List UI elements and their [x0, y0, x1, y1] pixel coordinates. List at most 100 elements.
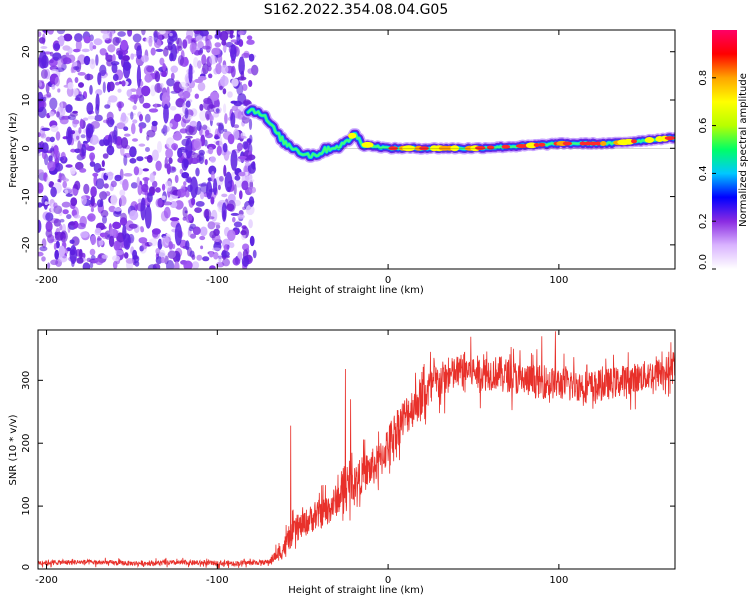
- noise-blob: [207, 34, 213, 40]
- noise-blob: [167, 250, 177, 259]
- ridge-hotspot: [579, 141, 586, 146]
- noise-blob: [241, 180, 249, 191]
- noise-blob: [41, 127, 50, 131]
- noise-blob: [99, 48, 107, 56]
- noise-blob: [49, 59, 54, 64]
- noise-blob: [64, 189, 69, 195]
- snr-panel: -200 -100 0 100 0 100 200 300 Height of straigh…: [8, 329, 676, 596]
- noise-blob: [83, 36, 91, 44]
- spectrogram-frame: [37, 29, 676, 270]
- noise-blob: [175, 253, 181, 262]
- noise-blob: [80, 231, 89, 238]
- noise-streak: [170, 43, 177, 62]
- noise-blob: [66, 214, 72, 220]
- noise-blob: [184, 107, 189, 119]
- noise-blob: [219, 136, 223, 149]
- noise-blob: [136, 176, 140, 188]
- noise-blob: [68, 221, 76, 226]
- noise-blob: [95, 178, 105, 190]
- noise-blob: [65, 193, 73, 197]
- noise-blob: [119, 115, 129, 125]
- noise-blob: [194, 207, 203, 214]
- noise-blob: [116, 122, 126, 130]
- noise-blob: [110, 180, 117, 188]
- noise-blob: [106, 145, 115, 156]
- noise-blob: [182, 39, 188, 49]
- noise-streak: [107, 134, 113, 149]
- noise-blob: [38, 169, 44, 175]
- noise-blob: [47, 30, 54, 35]
- noise-blob: [120, 39, 128, 51]
- noise-blob: [211, 222, 221, 226]
- noise-streak: [206, 181, 213, 200]
- noise-blob: [248, 53, 255, 62]
- noise-blob: [168, 157, 173, 164]
- noise-blob: [241, 52, 251, 59]
- noise-blob: [236, 142, 243, 152]
- noise-blob: [49, 97, 58, 110]
- noise-blob: [219, 75, 229, 87]
- noise-blob: [248, 186, 257, 194]
- noise-blob: [213, 251, 219, 260]
- noise-blob: [130, 111, 134, 120]
- noise-blob: [166, 78, 176, 87]
- noise-blob: [57, 156, 65, 161]
- noise-blob: [109, 119, 115, 125]
- noise-blob: [44, 201, 48, 206]
- noise-blob: [112, 221, 122, 230]
- noise-blob: [123, 126, 129, 131]
- noise-streak: [136, 64, 141, 88]
- noise-blob: [177, 55, 185, 66]
- noise-blob: [72, 66, 80, 71]
- noise-blob: [182, 90, 191, 99]
- noise-blob: [197, 49, 203, 56]
- noise-blob: [183, 181, 187, 187]
- noise-blob: [116, 143, 123, 149]
- noise-blob: [101, 254, 108, 259]
- noise-blob: [113, 240, 121, 251]
- noise-blob: [155, 48, 164, 53]
- noise-blob: [198, 183, 207, 187]
- noise-blob: [190, 157, 199, 164]
- noise-blob: [222, 142, 228, 153]
- noise-blob: [207, 216, 215, 220]
- noise-blob: [147, 192, 153, 203]
- noise-blob: [73, 61, 78, 67]
- noise-blob: [82, 117, 89, 121]
- noise-blob: [162, 124, 168, 136]
- noise-blob: [197, 60, 202, 69]
- noise-blob: [184, 190, 190, 198]
- noise-blob: [150, 47, 156, 56]
- noise-blob: [89, 134, 99, 145]
- y-tick-label: 200: [21, 434, 32, 453]
- ridge-hotspot: [533, 143, 540, 147]
- noise-blob: [202, 124, 208, 131]
- noise-blob: [129, 146, 137, 158]
- noise-blob: [94, 257, 101, 262]
- noise-blob: [207, 65, 212, 72]
- noise-blob: [230, 212, 240, 216]
- noise-blob: [75, 161, 84, 171]
- noise-blob: [79, 118, 84, 129]
- noise-blob: [133, 166, 140, 176]
- noise-blob: [95, 89, 103, 96]
- noise-blob: [99, 64, 107, 77]
- noise-blob: [83, 183, 90, 195]
- noise-blob: [87, 213, 96, 222]
- noise-blob: [196, 254, 203, 261]
- noise-blob: [185, 135, 193, 139]
- noise-blob: [69, 111, 78, 117]
- y-tick-label: 100: [21, 497, 32, 516]
- noise-blob: [195, 167, 200, 177]
- noise-blob: [40, 133, 47, 139]
- noise-blob: [169, 217, 180, 222]
- noise-blob: [248, 118, 253, 130]
- noise-blob: [61, 175, 67, 181]
- noise-blob: [112, 134, 118, 145]
- noise-blob: [144, 113, 151, 123]
- noise-blob: [245, 204, 255, 216]
- noise-blob: [179, 168, 183, 175]
- noise-blob: [222, 88, 227, 95]
- noise-blob: [172, 132, 183, 141]
- noise-blob: [234, 180, 243, 188]
